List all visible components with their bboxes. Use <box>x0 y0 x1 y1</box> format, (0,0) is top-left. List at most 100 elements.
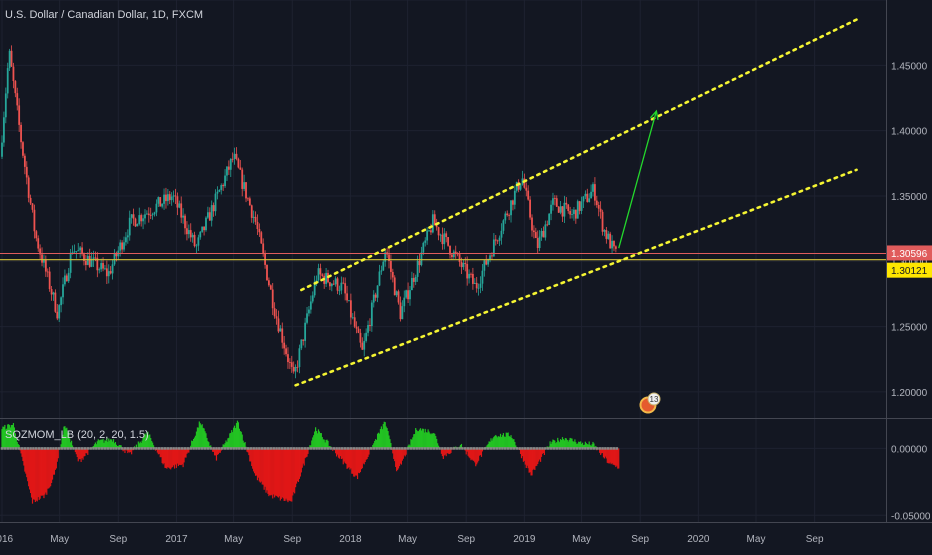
candle-up[interactable] <box>422 243 424 253</box>
candle-up[interactable] <box>411 278 413 290</box>
candle-down[interactable] <box>35 231 37 238</box>
candle-up[interactable] <box>74 252 76 253</box>
candle-down[interactable] <box>268 280 270 285</box>
candle-down[interactable] <box>459 254 461 262</box>
candle-up[interactable] <box>489 255 491 259</box>
candle-up[interactable] <box>123 242 125 249</box>
candle-down[interactable] <box>51 289 53 294</box>
candle-up[interactable] <box>70 253 72 273</box>
price-axis[interactable]: 1.450001.400001.350001.300001.250001.200… <box>891 61 931 522</box>
candle-up[interactable] <box>304 323 306 341</box>
candle-down[interactable] <box>45 259 47 271</box>
candle-up[interactable] <box>604 230 606 232</box>
candle-up[interactable] <box>64 276 66 285</box>
candle-down[interactable] <box>251 205 253 218</box>
candle-down[interactable] <box>278 318 280 331</box>
candle-down[interactable] <box>20 125 22 142</box>
candle-down[interactable] <box>232 159 234 160</box>
candle-down[interactable] <box>543 231 545 238</box>
candle-down[interactable] <box>407 290 409 299</box>
candle-up[interactable] <box>401 306 403 319</box>
candle-down[interactable] <box>247 198 249 199</box>
candle-down[interactable] <box>180 203 182 217</box>
candle-down[interactable] <box>369 325 371 326</box>
candle-down[interactable] <box>531 218 533 231</box>
candle-up[interactable] <box>377 286 379 298</box>
candle-up[interactable] <box>167 194 169 201</box>
candle-down[interactable] <box>586 194 588 202</box>
candle-down[interactable] <box>22 142 24 156</box>
candle-up[interactable] <box>146 214 148 215</box>
candle-up[interactable] <box>163 195 165 204</box>
candle-down[interactable] <box>85 261 87 265</box>
candle-down[interactable] <box>54 293 56 312</box>
candle-down[interactable] <box>238 159 240 168</box>
candle-down[interactable] <box>441 235 443 244</box>
candle-up[interactable] <box>480 284 482 288</box>
candle-up[interactable] <box>178 203 180 207</box>
candle-up[interactable] <box>340 283 342 291</box>
candle-up[interactable] <box>541 231 543 237</box>
candle-up[interactable] <box>192 235 194 237</box>
candle-up[interactable] <box>560 206 562 212</box>
candle-up[interactable] <box>53 293 55 295</box>
candle-down[interactable] <box>258 229 260 232</box>
candle-down[interactable] <box>47 272 49 273</box>
candle-up[interactable] <box>173 195 175 196</box>
candle-down[interactable] <box>255 217 257 222</box>
candle-up[interactable] <box>564 203 566 217</box>
candle-up[interactable] <box>157 197 159 204</box>
candle-down[interactable] <box>346 293 348 300</box>
candle-up[interactable] <box>331 284 333 286</box>
candle-down[interactable] <box>34 210 36 231</box>
candle-up[interactable] <box>396 291 398 295</box>
candle-up[interactable] <box>379 272 381 286</box>
candle-down[interactable] <box>95 258 97 259</box>
candle-down[interactable] <box>262 243 264 253</box>
candle-down[interactable] <box>222 185 224 186</box>
candle-up[interactable] <box>218 190 220 192</box>
time-axis[interactable]: 2016MaySep2017MaySep2018MaySep2019MaySep… <box>0 534 824 545</box>
candle-down[interactable] <box>472 274 474 284</box>
candle-down[interactable] <box>276 316 278 318</box>
candle-down[interactable] <box>562 206 564 216</box>
candle-up[interactable] <box>127 235 129 237</box>
candle-down[interactable] <box>485 260 487 264</box>
candle-down[interactable] <box>356 327 358 329</box>
candle-up[interactable] <box>325 273 327 284</box>
candle-up[interactable] <box>403 298 405 307</box>
candle-down[interactable] <box>190 230 192 237</box>
events-badge[interactable]: 13 <box>641 393 661 413</box>
candle-up[interactable] <box>590 192 592 199</box>
candle-up[interactable] <box>483 260 485 270</box>
candle-up[interactable] <box>119 242 121 250</box>
candle-up[interactable] <box>502 220 504 230</box>
candle-up[interactable] <box>211 205 213 221</box>
candle-down[interactable] <box>430 230 432 232</box>
candle-down[interactable] <box>491 255 493 256</box>
candle-down[interactable] <box>287 354 289 362</box>
candle-down[interactable] <box>89 256 91 267</box>
candle-down[interactable] <box>558 207 560 213</box>
candle-up[interactable] <box>144 214 146 218</box>
candle-down[interactable] <box>537 238 539 248</box>
candle-up[interactable] <box>171 197 173 200</box>
candle-down[interactable] <box>461 262 463 267</box>
candle-up[interactable] <box>60 297 62 305</box>
candle-down[interactable] <box>241 170 243 189</box>
candle-down[interactable] <box>272 290 274 309</box>
candle-up[interactable] <box>499 238 501 241</box>
candle-up[interactable] <box>520 184 522 189</box>
candle-up[interactable] <box>348 300 350 301</box>
candle-down[interactable] <box>390 261 392 272</box>
candle-down[interactable] <box>11 51 13 67</box>
candle-down[interactable] <box>13 67 15 81</box>
candle-up[interactable] <box>382 262 384 271</box>
candle-down[interactable] <box>466 264 468 278</box>
candle-up[interactable] <box>573 210 575 214</box>
candle-up[interactable] <box>482 271 484 284</box>
candle-down[interactable] <box>319 268 321 274</box>
candle-up[interactable] <box>544 224 546 237</box>
candle-up[interactable] <box>421 252 423 265</box>
candle-up[interactable] <box>182 216 184 218</box>
